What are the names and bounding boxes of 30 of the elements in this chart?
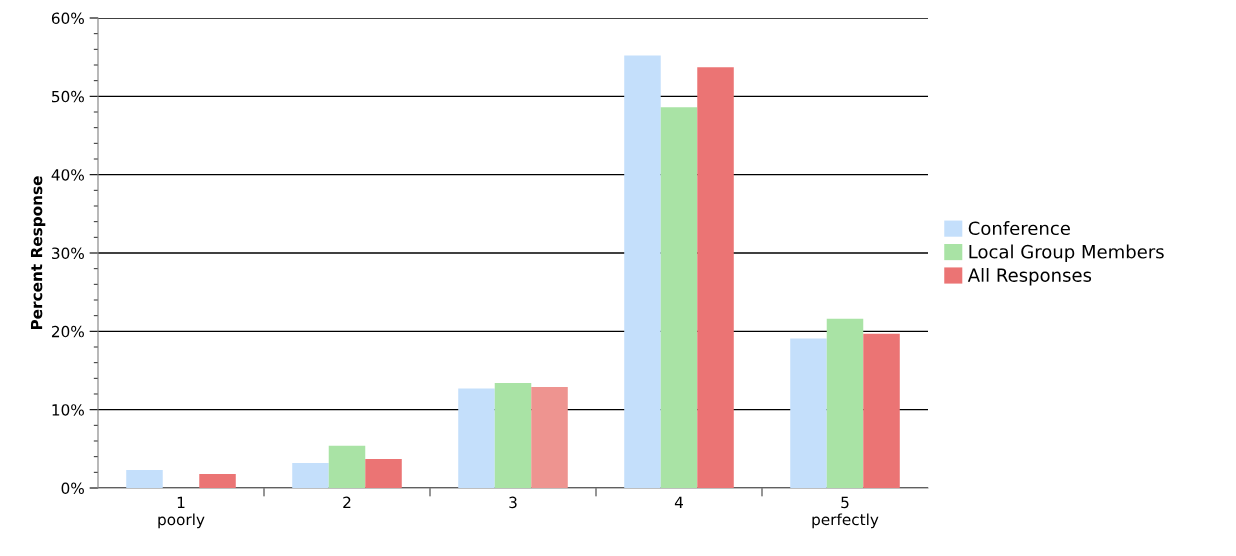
y-tick-label: 0%: [61, 482, 84, 495]
x-tick-label: 3: [509, 496, 517, 509]
bar: [826, 318, 864, 488]
x-tick-label: 2: [343, 496, 351, 508]
y-axis-title: Percent Response: [30, 176, 46, 330]
legend-label: Conference: [968, 221, 1070, 236]
bar: [199, 473, 236, 488]
bar: [624, 55, 661, 488]
y-tick-label: 50%: [52, 90, 84, 103]
y-tick-label: 20%: [51, 325, 84, 338]
bar: [660, 107, 698, 488]
legend-label: All Responses: [967, 267, 1092, 286]
bar: [365, 459, 402, 488]
bar: [328, 445, 366, 488]
bar: [531, 386, 568, 488]
bar: [458, 388, 495, 488]
bar: [126, 469, 163, 488]
y-tick-label: 40%: [51, 169, 84, 181]
y-tick-label: 10%: [52, 404, 84, 416]
x-tick-label: 1 poorly: [158, 496, 205, 529]
bar: [494, 383, 532, 488]
bar: [292, 462, 329, 488]
x-tick-label: 4: [674, 496, 683, 508]
y-tick-label: 30%: [52, 247, 84, 260]
bar: [863, 333, 900, 488]
y-tick-label: 60%: [51, 12, 84, 25]
bar: [697, 67, 734, 488]
bar: [790, 338, 827, 488]
legend-label: Local Group Members: [969, 244, 1164, 263]
x-tick-label: 5 perfectly: [812, 496, 879, 529]
